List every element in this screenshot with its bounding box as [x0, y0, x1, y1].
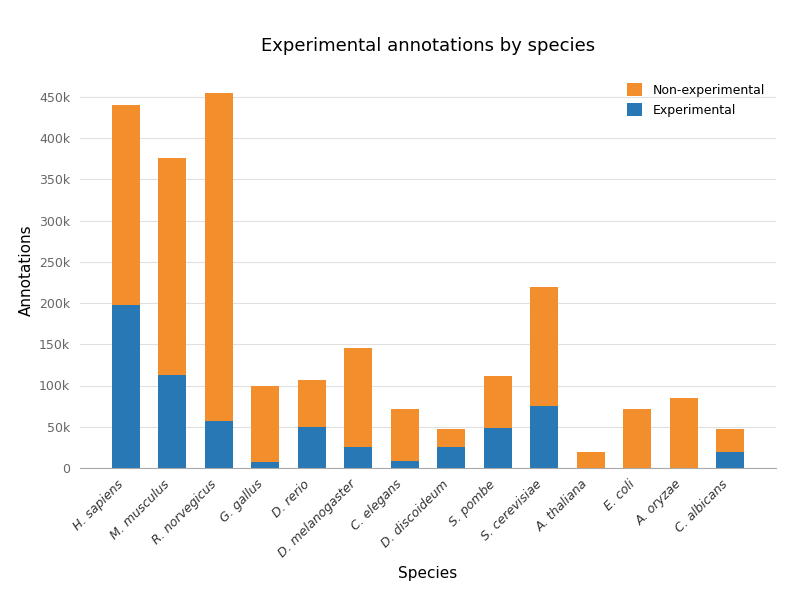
Bar [158, 375, 186, 468]
Y-axis label: Annotations: Annotations [18, 224, 34, 316]
Bar [205, 421, 233, 468]
Bar [438, 448, 466, 468]
Bar [670, 398, 698, 468]
Bar [717, 429, 744, 452]
Bar [484, 376, 512, 428]
Bar [530, 286, 558, 406]
X-axis label: Species: Species [398, 566, 458, 581]
Bar [390, 409, 418, 461]
Bar [344, 349, 372, 448]
Bar [717, 452, 744, 468]
Bar [251, 462, 279, 468]
Bar [577, 452, 605, 468]
Bar [623, 409, 651, 468]
Title: Experimental annotations by species: Experimental annotations by species [261, 37, 595, 55]
Legend: Non-experimental, Experimental: Non-experimental, Experimental [622, 78, 770, 122]
Bar [298, 427, 326, 468]
Bar [484, 428, 512, 468]
Bar [158, 158, 186, 375]
Bar [344, 448, 372, 468]
Bar [390, 461, 418, 468]
Bar [530, 406, 558, 468]
Bar [251, 386, 279, 462]
Bar [298, 380, 326, 427]
Bar [205, 92, 233, 421]
Bar [112, 105, 139, 305]
Bar [438, 429, 466, 448]
Bar [112, 305, 139, 468]
